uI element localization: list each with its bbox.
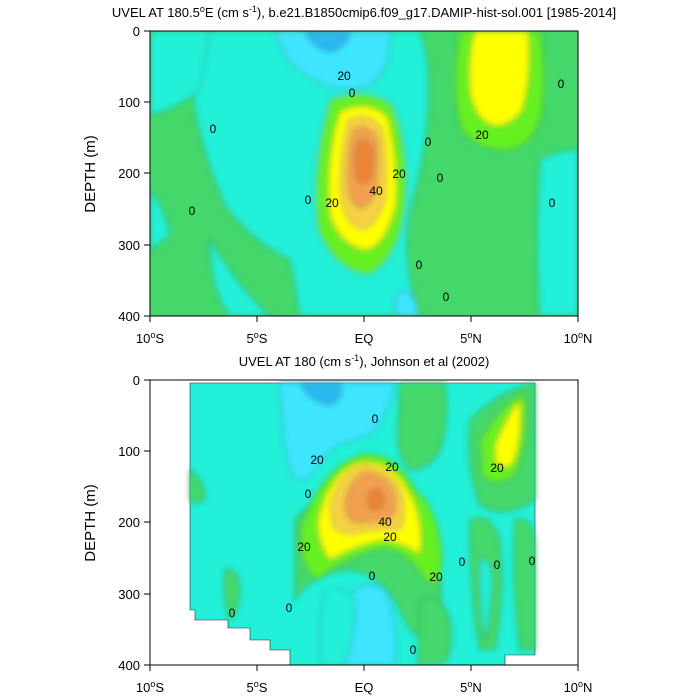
contour-label: 20 xyxy=(490,461,504,475)
contour-label: 0 xyxy=(425,135,432,149)
field-band-p0-10 xyxy=(319,588,356,665)
panel-model-x-axis: 10oS 5oS EQ 5oN 10oN xyxy=(136,316,593,346)
contour-label: 40 xyxy=(369,184,383,198)
y-tick-label: 100 xyxy=(118,95,140,110)
y-tick-label: 0 xyxy=(133,24,140,39)
field-band-p30-40 xyxy=(494,399,521,467)
field-band-p0-10 xyxy=(209,238,271,316)
x-tick-label: EQ xyxy=(355,680,374,695)
panel-model-y-axis: 0 100 200 300 400 DEPTH (m) xyxy=(82,24,150,324)
x-tick-label: 10oS xyxy=(136,330,164,346)
x-tick-label: 5oN xyxy=(460,679,482,695)
contour-label: 0 xyxy=(443,290,450,304)
x-tick-label: 5oN xyxy=(460,330,482,346)
contour-label: 0 xyxy=(410,643,417,657)
contour-label: 0 xyxy=(189,204,196,218)
field-band-p30-40 xyxy=(469,31,530,126)
contour-label: 20 xyxy=(325,196,339,210)
y-tick-label: 300 xyxy=(118,587,140,602)
panel-model-field xyxy=(150,31,578,316)
panel-observations-y-axis: 0 100 200 300 400 DEPTH (m) xyxy=(82,373,150,673)
x-tick-label: 10oN xyxy=(564,330,593,346)
field-band-lt-neg20 xyxy=(299,382,342,406)
contour-label: 0 xyxy=(305,193,312,207)
y-tick-label: 400 xyxy=(118,309,140,324)
panel-model: UVEL AT 180.5oE (cm s-1), b.e21.B1850cmi… xyxy=(82,4,616,346)
contour-label: 20 xyxy=(337,69,351,83)
contour-label: 0 xyxy=(558,77,565,91)
x-tick-label: 10oN xyxy=(564,679,593,695)
panel-model-title: UVEL AT 180.5oE (cm s-1), b.e21.B1850cmi… xyxy=(112,4,616,20)
y-tick-label: 0 xyxy=(133,373,140,388)
contour-label: 0 xyxy=(416,258,423,272)
contour-label: 20 xyxy=(392,167,406,181)
contour-label: 0 xyxy=(349,86,356,100)
contour-label: 20 xyxy=(429,570,443,584)
contour-label: 40 xyxy=(378,515,392,529)
panel-observations-x-axis: 10oS 5oS EQ 5oN 10oN xyxy=(136,665,593,695)
y-axis-label: DEPTH (m) xyxy=(82,484,99,562)
field-band-neg20-0 xyxy=(279,382,396,481)
field-band-gt60 xyxy=(354,139,373,184)
field-band-p10-20 xyxy=(397,382,447,471)
contour-label: 0 xyxy=(210,122,217,136)
field-band-p0-10 xyxy=(150,31,211,116)
panel-model-contour-labels: 0 0 20 0 0 20 40 20 0 0 0 0 20 0 0 xyxy=(189,69,565,304)
contour-label: 20 xyxy=(475,128,489,142)
contour-label: 20 xyxy=(310,453,324,467)
panel-observations: UVEL AT 180 (cm s-1), Johnson et al (200… xyxy=(82,353,592,695)
x-tick-label: 5oS xyxy=(247,330,268,346)
field-band-p0-10 xyxy=(150,189,171,251)
contour-label: 0 xyxy=(372,412,379,426)
contour-label: 20 xyxy=(385,460,399,474)
field-band-p0-10 xyxy=(537,149,578,316)
y-tick-label: 300 xyxy=(118,238,140,253)
y-axis-label: DEPTH (m) xyxy=(82,135,99,213)
contour-label: 0 xyxy=(437,171,444,185)
panel-observations-field xyxy=(150,380,578,665)
y-tick-label: 400 xyxy=(118,658,140,673)
panel-observations-title: UVEL AT 180 (cm s-1), Johnson et al (200… xyxy=(239,353,490,369)
field-band-lt-neg20 xyxy=(304,31,351,53)
x-tick-label: 5oS xyxy=(247,679,268,695)
field-band-neg20-0 xyxy=(274,31,391,90)
panel-observations-contour-labels: 20 0 20 0 40 20 20 20 0 0 0 0 0 0 0 20 xyxy=(229,412,536,657)
field-band-gt60 xyxy=(367,488,384,511)
field-band-p10-20 xyxy=(513,518,536,651)
field-band-p0-10 xyxy=(479,558,493,641)
field-band-p10-20 xyxy=(223,568,241,621)
contour-label: 0 xyxy=(286,601,293,615)
contour-label: 0 xyxy=(459,555,466,569)
contour-label: 20 xyxy=(383,530,397,544)
contour-label: 0 xyxy=(305,487,312,501)
field-band-p10-20 xyxy=(417,597,452,665)
y-tick-label: 200 xyxy=(118,515,140,530)
contour-label: 0 xyxy=(529,554,536,568)
y-tick-label: 200 xyxy=(118,166,140,181)
x-tick-label: 10oS xyxy=(136,679,164,695)
contour-label: 0 xyxy=(369,569,376,583)
contour-label: 0 xyxy=(494,558,501,572)
contour-label: 0 xyxy=(229,606,236,620)
x-tick-label: EQ xyxy=(355,331,374,346)
field-band-p10-20 xyxy=(189,469,206,503)
contour-label: 20 xyxy=(297,540,311,554)
y-tick-label: 100 xyxy=(118,444,140,459)
contour-label: 0 xyxy=(549,196,556,210)
